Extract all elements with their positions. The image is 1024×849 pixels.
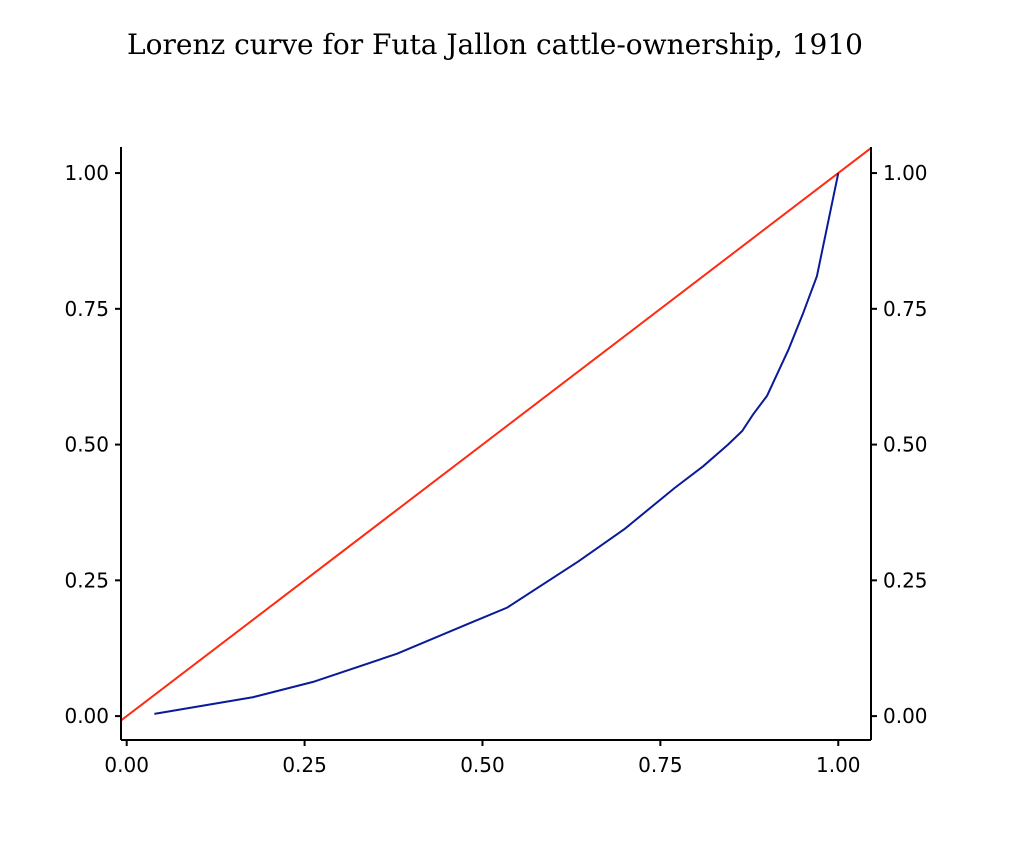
x-tick-label: 0.75 — [638, 753, 683, 777]
y-tick-label-right: 1.00 — [883, 161, 928, 185]
y-tick-label-right: 0.75 — [883, 297, 928, 321]
y-tick-label-left: 1.00 — [64, 161, 109, 185]
x-tick-label: 0.25 — [282, 753, 327, 777]
chart-title: Lorenz curve for Futa Jallon cattle-owne… — [127, 28, 863, 61]
x-tick-label: 1.00 — [816, 753, 861, 777]
equality-line — [120, 147, 872, 722]
y-tick-label-right: 0.25 — [883, 568, 928, 592]
y-tick-label-left: 0.50 — [64, 433, 109, 457]
lorenz-curve-line — [154, 172, 840, 715]
x-tick-label: 0.00 — [104, 753, 149, 777]
y-tick-label-left: 0.75 — [64, 297, 109, 321]
x-tick-label: 0.50 — [460, 753, 505, 777]
y-tick-label-right: 0.00 — [883, 704, 928, 728]
y-tick-label-left: 0.00 — [64, 704, 109, 728]
y-tick-label-left: 0.25 — [64, 568, 109, 592]
y-tick-label-right: 0.50 — [883, 433, 928, 457]
